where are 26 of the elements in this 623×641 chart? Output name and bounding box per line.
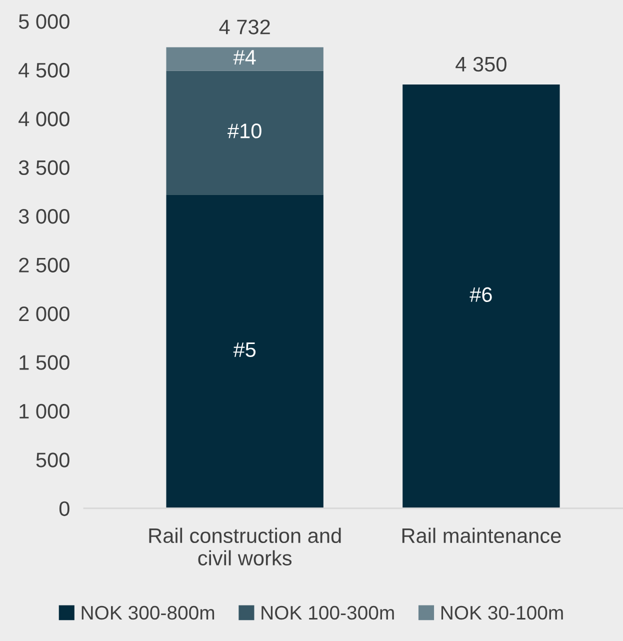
y-tick-label: 2 500 (19, 258, 70, 272)
y-tick-label: 3 500 (18, 160, 70, 176)
bar (166, 70, 324, 195)
annotation: #6 (470, 287, 492, 302)
legend-label: NOK 30-100m (441, 606, 563, 620)
total-label: 4 350 (456, 56, 506, 72)
y-tick-label: 4 500 (18, 62, 70, 78)
x-tick-label: Rail maintenance (402, 528, 561, 544)
annotation: #5 (233, 342, 256, 358)
bar (402, 84, 560, 508)
legend-label: NOK 300-800m (82, 606, 214, 620)
annotation: #4 (233, 50, 256, 64)
y-tick-label: 500 (36, 452, 70, 468)
bar (166, 194, 324, 508)
y-tick-label: 1 000 (20, 404, 70, 419)
y-tick-label: 3 000 (18, 209, 70, 224)
y-tick-label: 2 000 (19, 306, 70, 322)
y-tick-label: 0 (59, 501, 70, 516)
y-tick-label: 4 000 (18, 112, 70, 126)
y-tick-label: 1 500 (20, 355, 70, 370)
total-label: 4 732 (219, 20, 270, 34)
annotation: #10 (228, 124, 262, 138)
bar (166, 47, 324, 71)
y-tick-label: 5 000 (18, 14, 70, 29)
legend-label: NOK 100-300m (262, 606, 394, 620)
x-tick-label: Rail construction and civil works (149, 528, 341, 566)
